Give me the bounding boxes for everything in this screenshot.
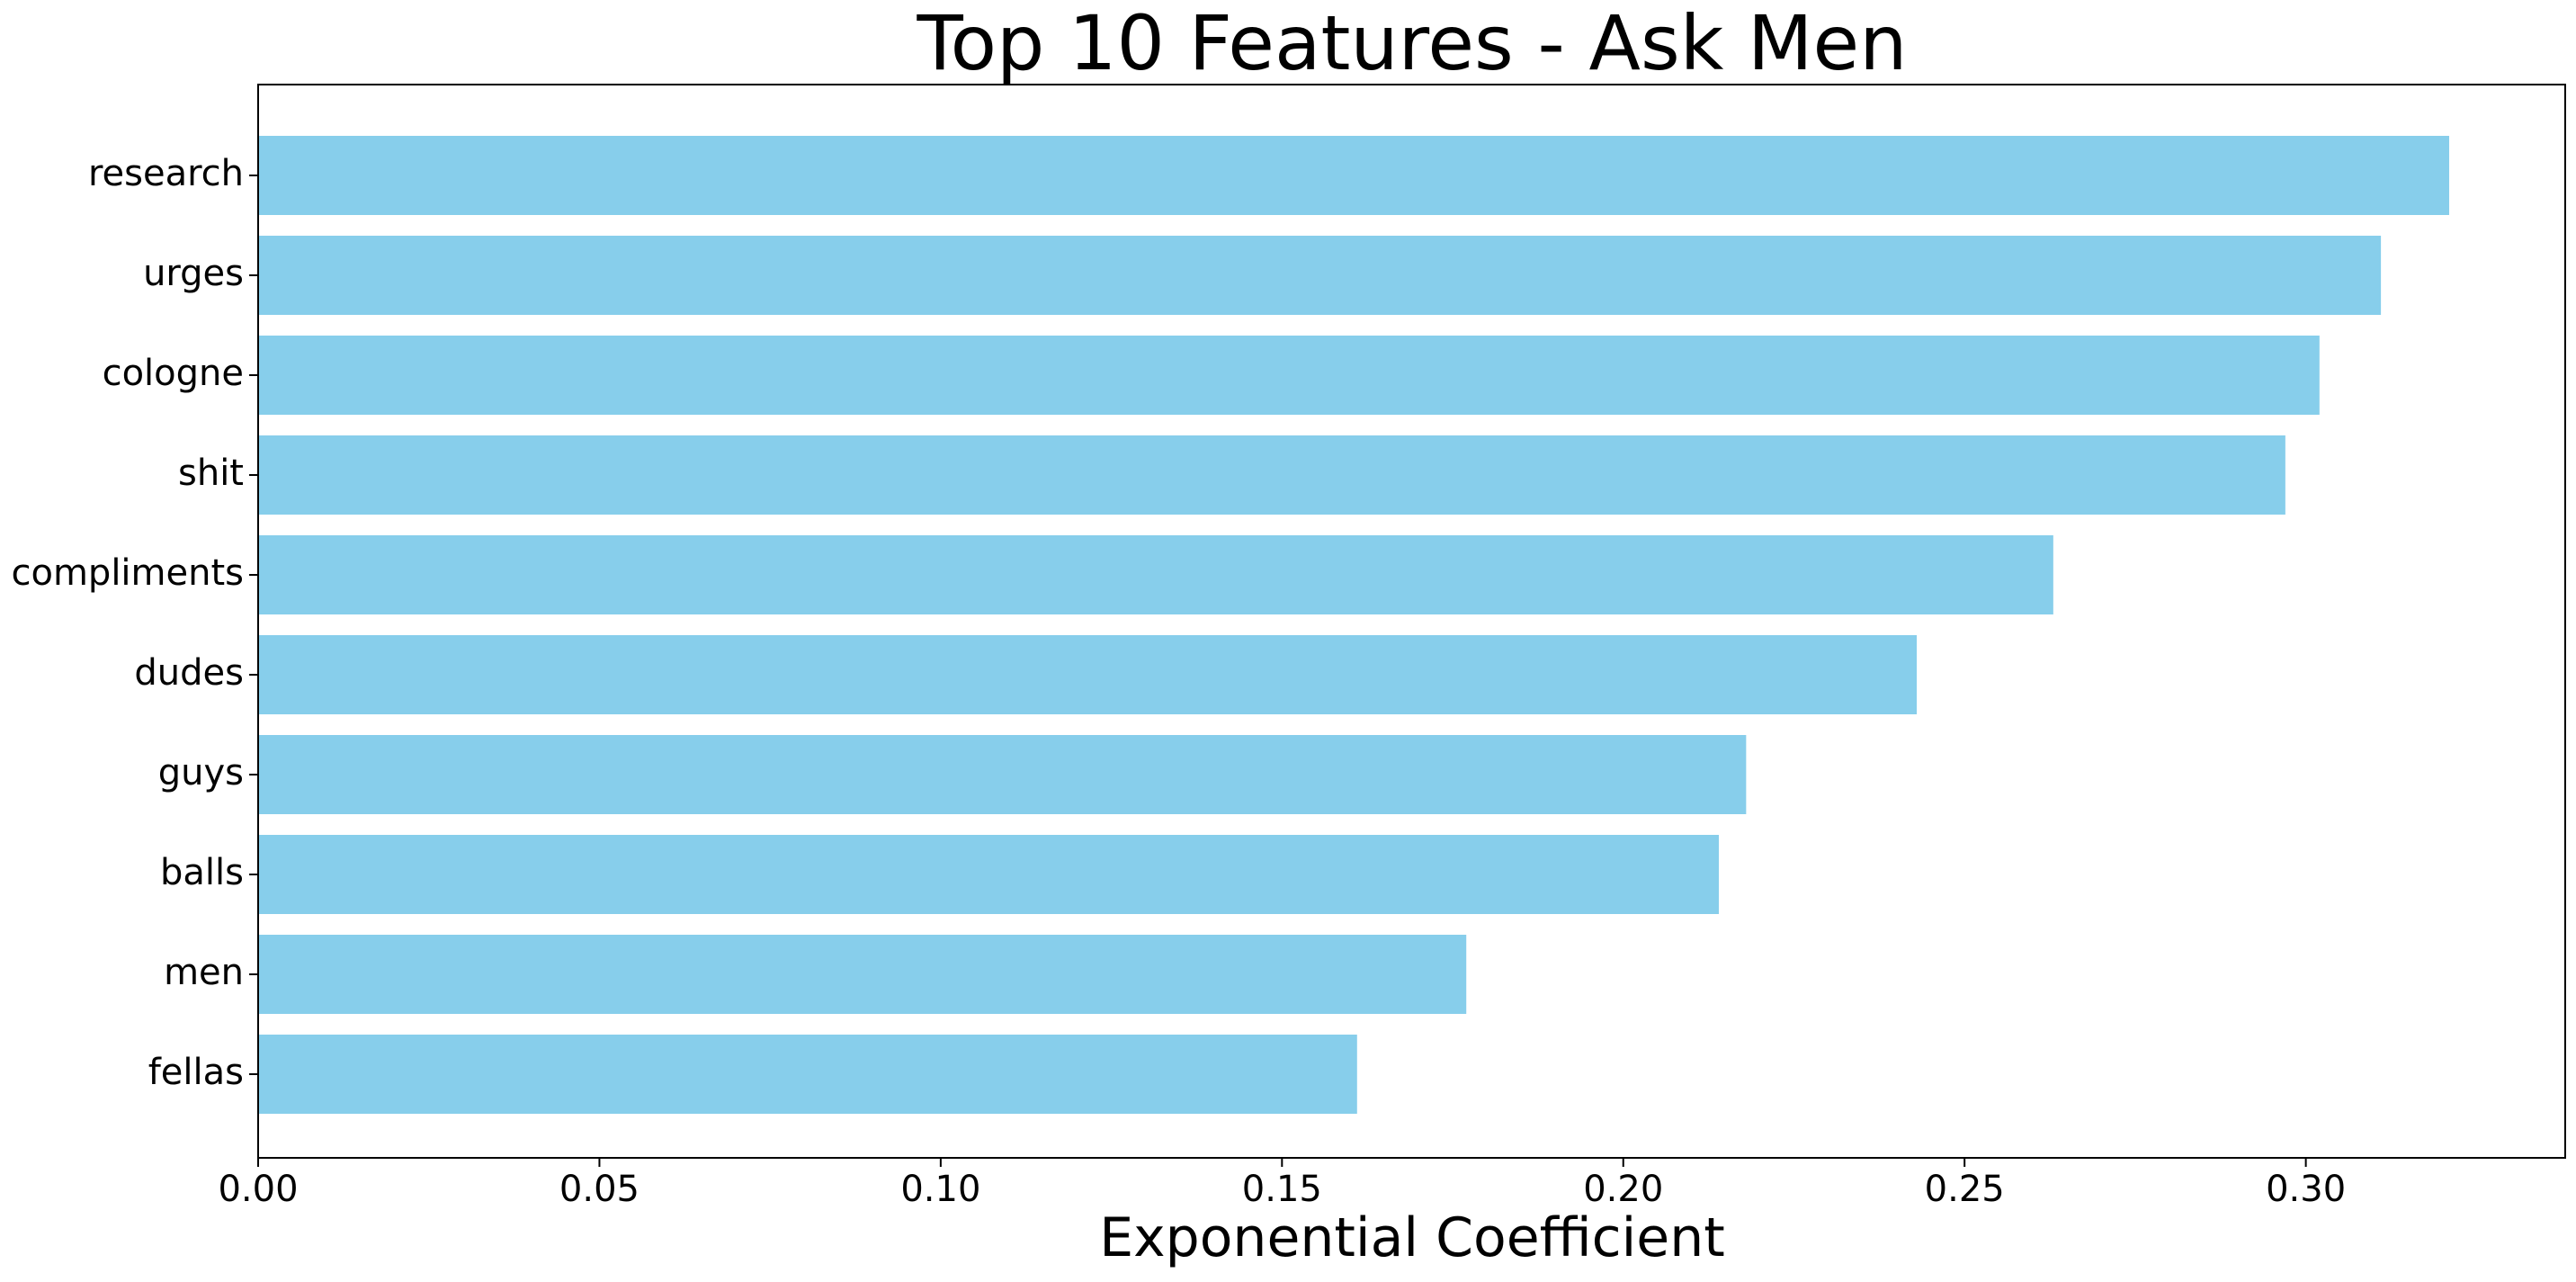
y-tick-label: dudes — [134, 652, 244, 694]
x-tick-label: 0.10 — [900, 1169, 980, 1210]
bar-fellas — [258, 1035, 1357, 1114]
bar-urges — [258, 236, 2382, 315]
bar-research — [258, 136, 2449, 215]
x-tick-label: 0.20 — [1583, 1169, 1663, 1210]
x-tick-label: 0.05 — [559, 1169, 640, 1210]
y-tick-label: shit — [178, 453, 244, 494]
bar-compliments — [258, 535, 2053, 614]
x-tick-label: 0.15 — [1242, 1169, 1322, 1210]
bar-dudes — [258, 635, 1918, 714]
plot-frame — [257, 84, 2566, 1159]
y-axis-ticks: research urges cologne shit compliments dudes… — [12, 153, 258, 1093]
y-tick-label: compliments — [12, 552, 245, 594]
bar-men — [258, 935, 1467, 1014]
bar-shit — [258, 435, 2285, 515]
bars-group — [258, 136, 2449, 1114]
bar-balls — [258, 835, 1719, 914]
x-tick-label: 0.30 — [2266, 1169, 2346, 1210]
y-tick-label: men — [164, 952, 244, 993]
chart-title: Top 10 Features - Ask Men — [917, 0, 1908, 87]
y-tick-label: balls — [160, 852, 244, 893]
y-tick-label: guys — [158, 752, 244, 793]
y-tick-label: research — [88, 153, 244, 194]
y-tick-label: cologne — [103, 353, 244, 394]
x-tick-label: 0.25 — [1925, 1169, 2005, 1210]
x-axis-ticks: 0.00 0.05 0.10 0.15 0.20 0.25 0.30 — [218, 1158, 2346, 1210]
bar-guys — [258, 735, 1747, 814]
bar-cologne — [258, 336, 2320, 415]
y-tick-label: fellas — [148, 1052, 244, 1093]
y-tick-label: urges — [143, 253, 244, 294]
x-axis-label: Exponential Coefficient — [1099, 1206, 1725, 1269]
x-tick-label: 0.00 — [218, 1169, 298, 1210]
